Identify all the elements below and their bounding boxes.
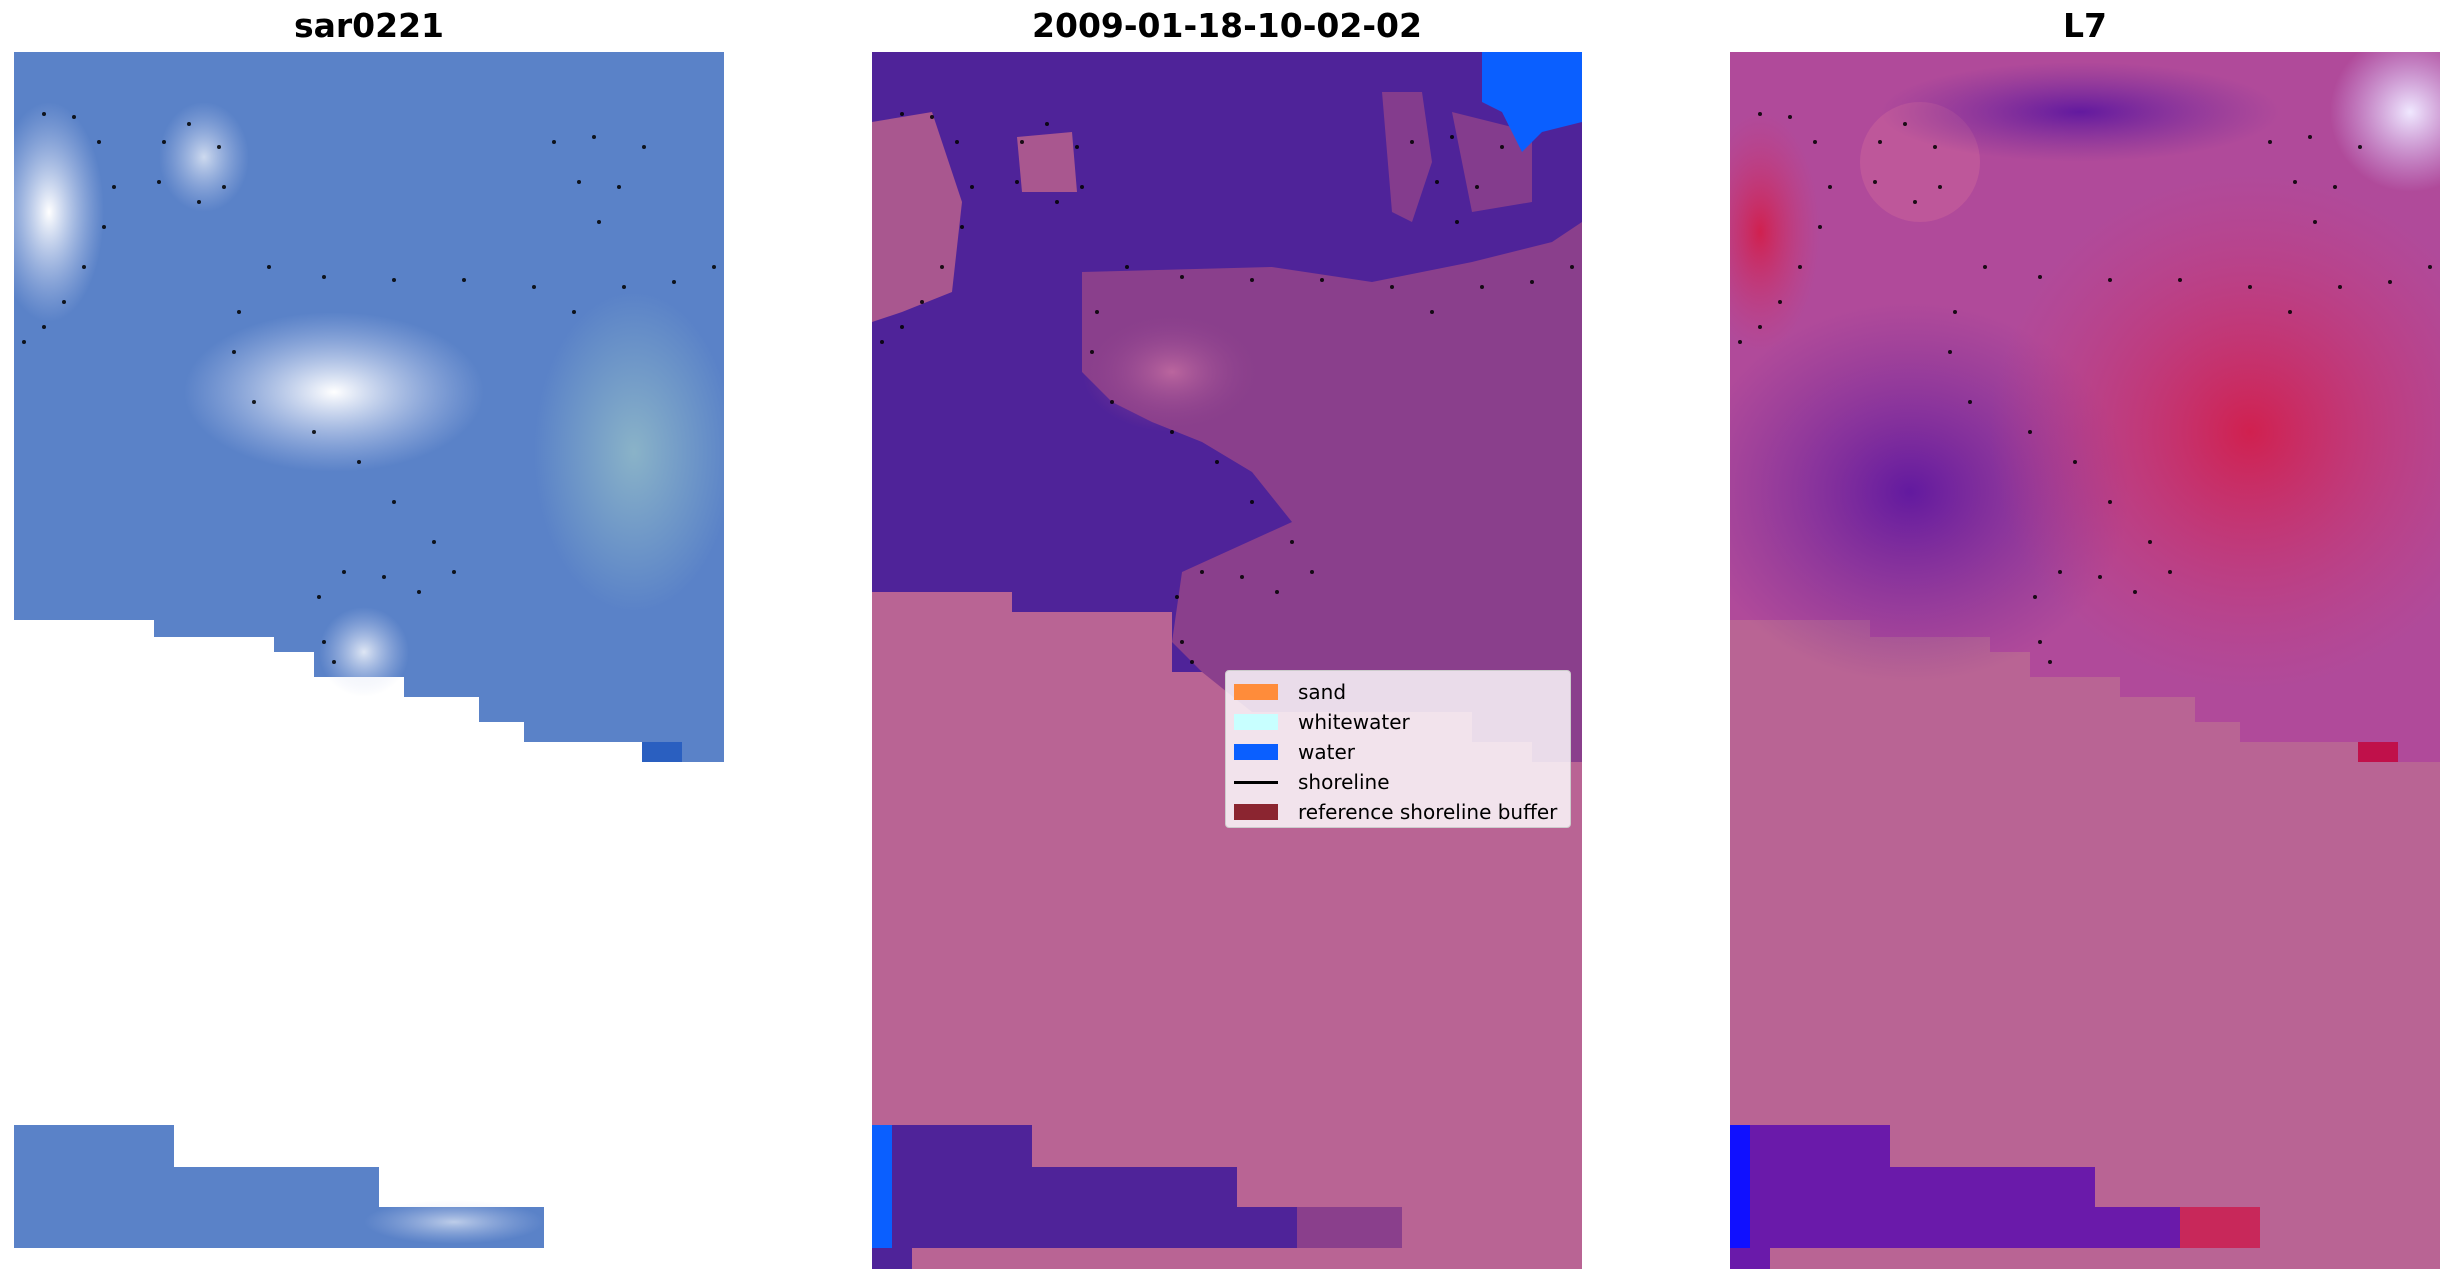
shoreline-swatch <box>1234 780 1278 784</box>
legend-item-whitewater: whitewater <box>1234 707 1562 737</box>
water-swatch <box>1234 744 1278 760</box>
mndwi-panel <box>1730 52 2440 1269</box>
classification-panel <box>872 52 1582 1269</box>
sand-swatch <box>1234 684 1278 700</box>
legend-item-water: water <box>1234 737 1562 767</box>
rgb-image <box>14 52 724 1248</box>
legend-label-water: water <box>1298 740 1355 764</box>
legend: sand whitewater water shoreline referenc… <box>1225 670 1571 828</box>
legend-label-sand: sand <box>1298 680 1347 704</box>
legend-label-shoreline: shoreline <box>1298 770 1390 794</box>
rgb-image-panel <box>14 52 724 1269</box>
panel-title-rgb: sar0221 <box>293 6 445 45</box>
legend-item-shoreline: shoreline <box>1234 767 1562 797</box>
reference-buffer-swatch <box>1234 804 1278 820</box>
panel-title-classification: 2009-01-18-10-02-02 <box>1032 6 1422 45</box>
panel-title-mndwi: L7 <box>2063 6 2107 45</box>
classification-image <box>872 52 1582 1269</box>
mndwi-image <box>1730 52 2440 1269</box>
legend-item-sand: sand <box>1234 677 1562 707</box>
legend-label-whitewater: whitewater <box>1298 710 1410 734</box>
legend-item-reference-buffer: reference shoreline buffer <box>1234 797 1562 827</box>
whitewater-swatch <box>1234 714 1278 730</box>
legend-label-reference-buffer: reference shoreline buffer <box>1298 800 1558 824</box>
